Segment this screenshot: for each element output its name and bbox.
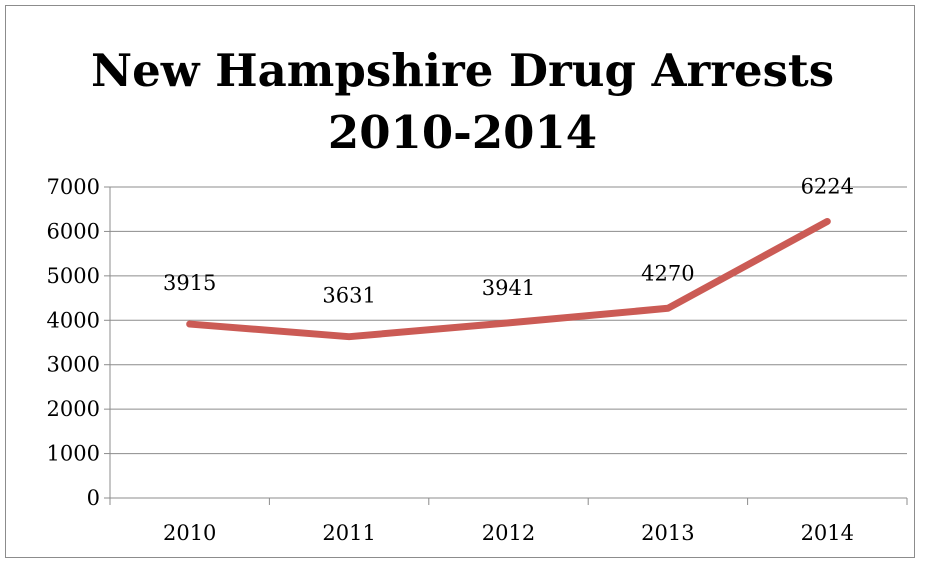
y-tick-label: 3000 [47,353,100,377]
chart-area [5,5,915,558]
data-label: 4270 [641,261,694,285]
x-tick-label: 2010 [163,521,216,545]
y-tick-label: 1000 [47,442,100,466]
y-tick-label: 4000 [47,308,100,332]
y-tick-label: 0 [87,486,100,510]
data-label: 3915 [163,271,216,295]
x-tick-label: 2014 [801,521,854,545]
y-tick-label: 6000 [47,219,100,243]
y-tick-label: 5000 [47,264,100,288]
x-tick-label: 2011 [322,521,375,545]
data-labels: 3915 3631 3941 4270 6224 [163,174,854,307]
axes [104,186,908,505]
series-line [186,217,831,341]
x-tick-labels: 2010 2011 2012 2013 2014 [163,521,854,545]
chart-title-line-1: New Hampshire Drug Arrests [90,44,835,97]
x-tick-label: 2013 [641,521,694,545]
chart-title: New Hampshire Drug Arrests 2010-2014 [0,40,925,164]
data-label: 6224 [801,174,854,198]
y-tick-label: 2000 [47,397,100,421]
data-label: 3941 [482,276,535,300]
series-group [186,217,831,341]
data-label: 3631 [322,284,375,308]
x-tick-label: 2012 [482,521,535,545]
y-tick-labels: 0 1000 2000 3000 4000 5000 6000 7000 [47,175,100,510]
y-tick-label: 7000 [47,175,100,199]
chart-title-line-2: 2010-2014 [327,106,598,159]
